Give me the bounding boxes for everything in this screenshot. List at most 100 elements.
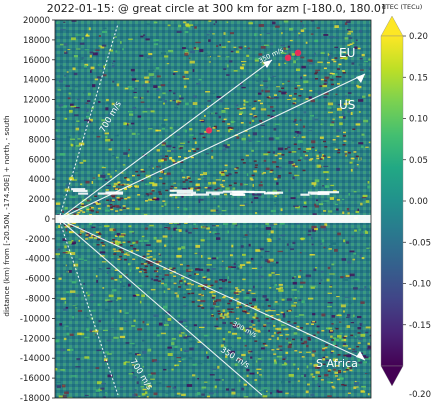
dtec-cell <box>106 267 111 269</box>
dtec-cell <box>365 200 370 203</box>
dtec-cell <box>257 92 262 95</box>
dtec-wave <box>195 268 199 270</box>
dtec-cell <box>346 325 351 328</box>
dtec-cell <box>291 289 297 291</box>
dtec-cell <box>354 278 359 281</box>
dtec-cell <box>300 29 305 32</box>
dtec-cell <box>359 254 362 257</box>
dtec-cell <box>270 115 276 118</box>
dtec-cell <box>89 330 95 333</box>
dtec-cell <box>367 342 370 345</box>
dtec-cell <box>288 374 294 377</box>
dtec-cell <box>341 338 347 342</box>
dtec-cell <box>159 254 162 256</box>
dtec-wave <box>121 184 125 186</box>
dtec-cell <box>84 356 90 359</box>
dtec-cell <box>320 52 325 54</box>
dtec-cell <box>69 89 74 93</box>
dtec-cell <box>176 357 182 359</box>
dtec-cell <box>323 92 329 95</box>
dtec-cell <box>156 334 161 337</box>
dtec-cell <box>249 177 253 180</box>
dtec-wave <box>153 197 157 199</box>
dtec-cell <box>228 129 231 133</box>
dtec-cell <box>55 137 58 139</box>
dtec-wave <box>81 231 85 233</box>
dtec-wave <box>235 167 239 169</box>
dtec-cell <box>362 95 366 98</box>
dtec-cell <box>146 250 148 252</box>
dtec-cell <box>176 30 182 33</box>
dtec-wave <box>220 184 224 186</box>
dtec-cell <box>303 206 308 208</box>
dtec-cell <box>85 84 90 87</box>
dtec-wave <box>182 176 186 179</box>
dtec-cell <box>208 20 212 22</box>
dtec-cell <box>140 96 144 99</box>
dtec-wave <box>343 51 347 54</box>
dtec-cell <box>181 195 184 198</box>
dtec-cell <box>284 362 288 365</box>
dtec-cell <box>179 334 183 337</box>
dtec-cell <box>255 210 259 213</box>
dtec-wave <box>293 322 297 324</box>
dtec-cell <box>91 107 94 110</box>
dtec-cell <box>265 167 270 170</box>
dtec-wave <box>199 304 203 307</box>
dtec-wave <box>186 265 190 267</box>
dtec-cell <box>308 229 312 233</box>
dtec-cell <box>135 240 139 244</box>
dtec-wave <box>323 67 327 70</box>
dtec-cell <box>256 140 261 142</box>
dtec-cell <box>132 343 136 347</box>
dtec-cell <box>169 222 173 224</box>
dtec-cell <box>301 65 306 69</box>
dtec-cell <box>62 384 66 388</box>
dtec-cell <box>66 136 71 139</box>
dtec-wave <box>320 379 324 381</box>
dtec-cell <box>157 273 162 275</box>
dtec-cell <box>164 244 167 247</box>
dtec-cell <box>269 287 272 289</box>
dtec-cell <box>164 274 170 276</box>
dtec-cell <box>165 311 171 314</box>
dtec-wave <box>126 179 130 181</box>
dtec-cell <box>125 274 128 276</box>
dtec-cell <box>103 203 107 207</box>
dtec-cell <box>248 293 252 295</box>
dtec-wave <box>357 332 361 334</box>
dtec-cell <box>71 281 77 284</box>
dtec-wave <box>212 291 216 293</box>
dtec-cell <box>244 183 248 186</box>
dtec-cell <box>110 277 114 280</box>
dtec-cell <box>79 162 84 164</box>
dtec-cell <box>248 233 251 235</box>
dtec-cell <box>68 348 74 351</box>
dtec-wave <box>222 179 226 182</box>
dtec-cell <box>80 183 83 186</box>
dtec-wave <box>234 168 238 170</box>
dtec-cell <box>237 108 242 110</box>
dtec-cell <box>216 96 222 98</box>
dtec-cell <box>193 324 197 327</box>
dtec-cell <box>105 138 111 142</box>
dtec-cell <box>193 95 197 98</box>
dtec-wave <box>249 326 253 328</box>
plot-background <box>55 20 371 398</box>
dtec-cell <box>148 73 155 77</box>
dtec-cell <box>114 235 118 237</box>
colorbar: dTEC (TECu) 0.200.150.100.050.00-0.05-0.… <box>380 3 431 400</box>
dtec-cell <box>337 232 341 236</box>
dtec-cell <box>316 154 319 157</box>
dtec-wave <box>259 120 263 122</box>
dtec-cell <box>343 116 346 119</box>
dtec-wave <box>161 282 164 285</box>
dtec-wave <box>254 164 258 166</box>
dtec-cell <box>96 280 98 283</box>
dtec-cell <box>266 322 272 325</box>
dtec-cell <box>178 145 184 147</box>
dtec-cell <box>344 22 348 25</box>
dtec-cell <box>281 298 285 301</box>
dtec-cell <box>204 275 207 278</box>
dtec-cell <box>254 379 258 381</box>
